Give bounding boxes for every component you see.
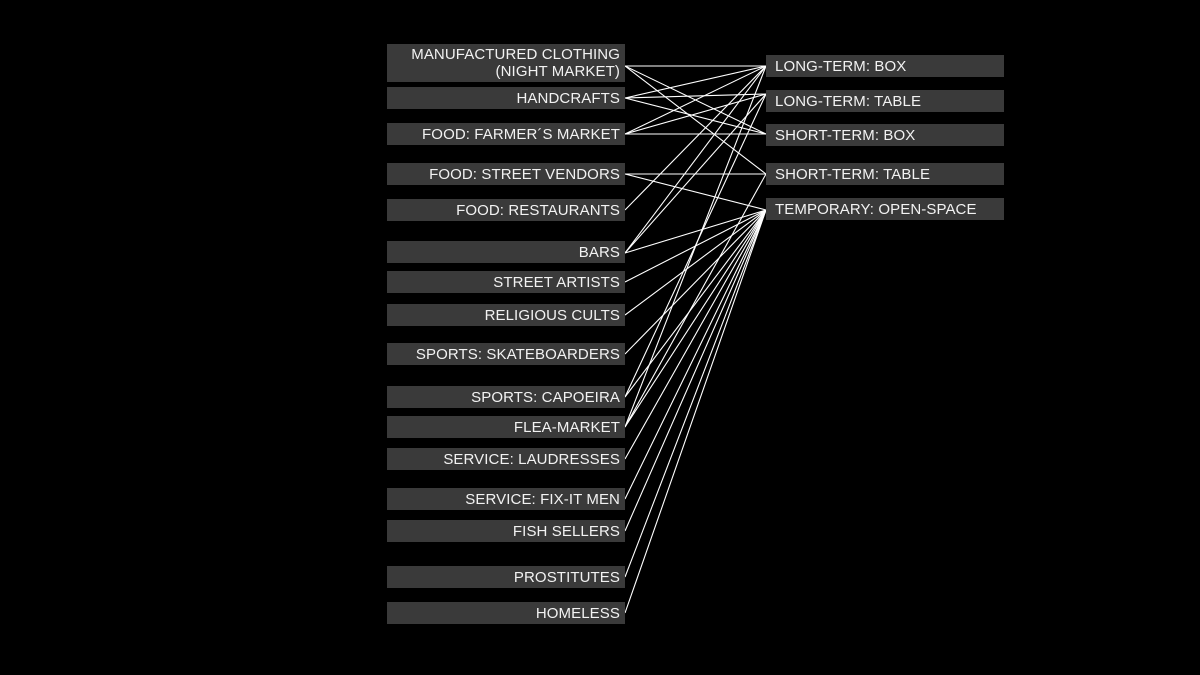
link-homeless-to-temp-open [624,209,767,614]
link-farmers-to-lt-box [624,65,767,135]
activity-fixit: SERVICE: FIX-IT MEN [387,488,625,510]
activity-handcrafts: HANDCRAFTS [387,87,625,109]
link-clothing-to-st-table [624,65,767,175]
occupation-st-table: SHORT-TERM: TABLE [766,163,1004,185]
link-handcrafts-to-lt-box [624,65,767,99]
activity-clothing: MANUFACTURED CLOTHING (NIGHT MARKET) [387,44,625,82]
activity-homeless: HOMELESS [387,602,625,624]
link-fixit-to-temp-open [624,209,767,500]
activity-bars: BARS [387,241,625,263]
link-capoeira-to-temp-open [624,209,767,398]
link-flea-to-st-table [624,173,767,428]
link-laudresses-to-temp-open [624,209,767,460]
activity-capoeira: SPORTS: CAPOEIRA [387,386,625,408]
link-religious-to-temp-open [624,209,767,316]
link-restaurants-to-lt-box [624,65,767,211]
link-fish-to-temp-open [624,209,767,532]
link-flea-to-lt-box [624,65,767,428]
occupation-st-box: SHORT-TERM: BOX [766,124,1004,146]
link-bars-to-lt-table [624,93,767,254]
occupation-temp-open: TEMPORARY: OPEN-SPACE [766,198,1004,220]
link-handcrafts-to-st-box [624,97,767,135]
activity-religious: RELIGIOUS CULTS [387,304,625,326]
activity-laudresses: SERVICE: LAUDRESSES [387,448,625,470]
link-bars-to-lt-box [624,65,767,254]
activity-street-vendors: FOOD: STREET VENDORS [387,163,625,185]
link-skateboarders-to-temp-open [624,209,767,355]
activity-street-artists: STREET ARTISTS [387,271,625,293]
activity-farmers: FOOD: FARMER´S MARKET [387,123,625,145]
link-prostitutes-to-temp-open [624,209,767,578]
occupation-lt-table: LONG-TERM: TABLE [766,90,1004,112]
activity-flea: FLEA-MARKET [387,416,625,438]
activity-skateboarders: SPORTS: SKATEBOARDERS [387,343,625,365]
activity-restaurants: FOOD: RESTAURANTS [387,199,625,221]
link-farmers-to-lt-table [624,93,767,135]
activity-fish: FISH SELLERS [387,520,625,542]
link-handcrafts-to-lt-table [624,93,767,99]
occupation-lt-box: LONG-TERM: BOX [766,55,1004,77]
link-flea-to-temp-open [624,209,767,428]
link-street-vendors-to-temp-open [624,173,767,211]
activity-prostitutes: PROSTITUTES [387,566,625,588]
